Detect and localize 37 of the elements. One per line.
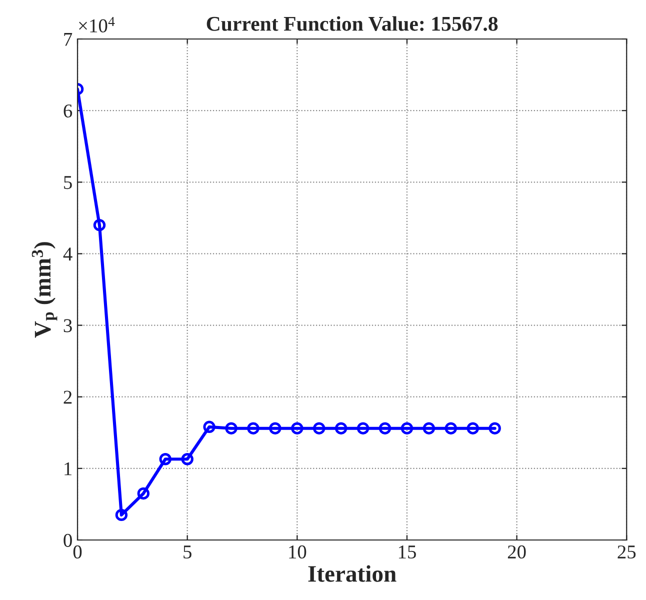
point — [247, 422, 260, 434]
point — [378, 422, 392, 434]
y-axis-title: V$_{p}$ (mm$^{3}$) — [32, 242, 58, 338]
y-tick-label: 5 — [64, 176, 72, 190]
point — [313, 422, 326, 434]
point — [93, 218, 106, 232]
y-tick-label: 6 — [64, 104, 72, 118]
y-tick-label: 2 — [64, 390, 72, 404]
point — [137, 487, 150, 500]
point — [225, 422, 238, 434]
point — [488, 422, 501, 434]
point — [400, 422, 414, 434]
x-axis-title: Iteration — [308, 565, 396, 582]
y-tick-label: 4 — [63, 248, 72, 260]
chart-title: Current Function Value: 15567.8 — [206, 16, 498, 31]
text: ×10$^{4}$ — [79, 16, 115, 32]
x-tick-label: 10 — [289, 545, 306, 559]
y-tick-label: 1 — [64, 462, 72, 476]
point — [269, 422, 282, 434]
x-tick-label: 20 — [508, 545, 526, 559]
x-tick-label: 0 — [73, 545, 82, 559]
y-tick-label: 3 — [64, 319, 72, 332]
point — [181, 453, 194, 466]
point — [334, 422, 348, 434]
point — [291, 422, 304, 434]
y-tick-label: 0 — [64, 534, 72, 547]
point — [444, 422, 458, 434]
y-tick-label: 7 — [64, 33, 72, 46]
point — [115, 508, 128, 522]
point — [422, 422, 436, 434]
point — [159, 453, 172, 466]
point — [466, 422, 479, 434]
point — [356, 422, 370, 434]
x-tick-label: 15 — [398, 546, 416, 559]
x-tick-label: 25 — [618, 545, 636, 559]
point — [203, 420, 216, 434]
x-tick-label: 5 — [184, 546, 192, 559]
